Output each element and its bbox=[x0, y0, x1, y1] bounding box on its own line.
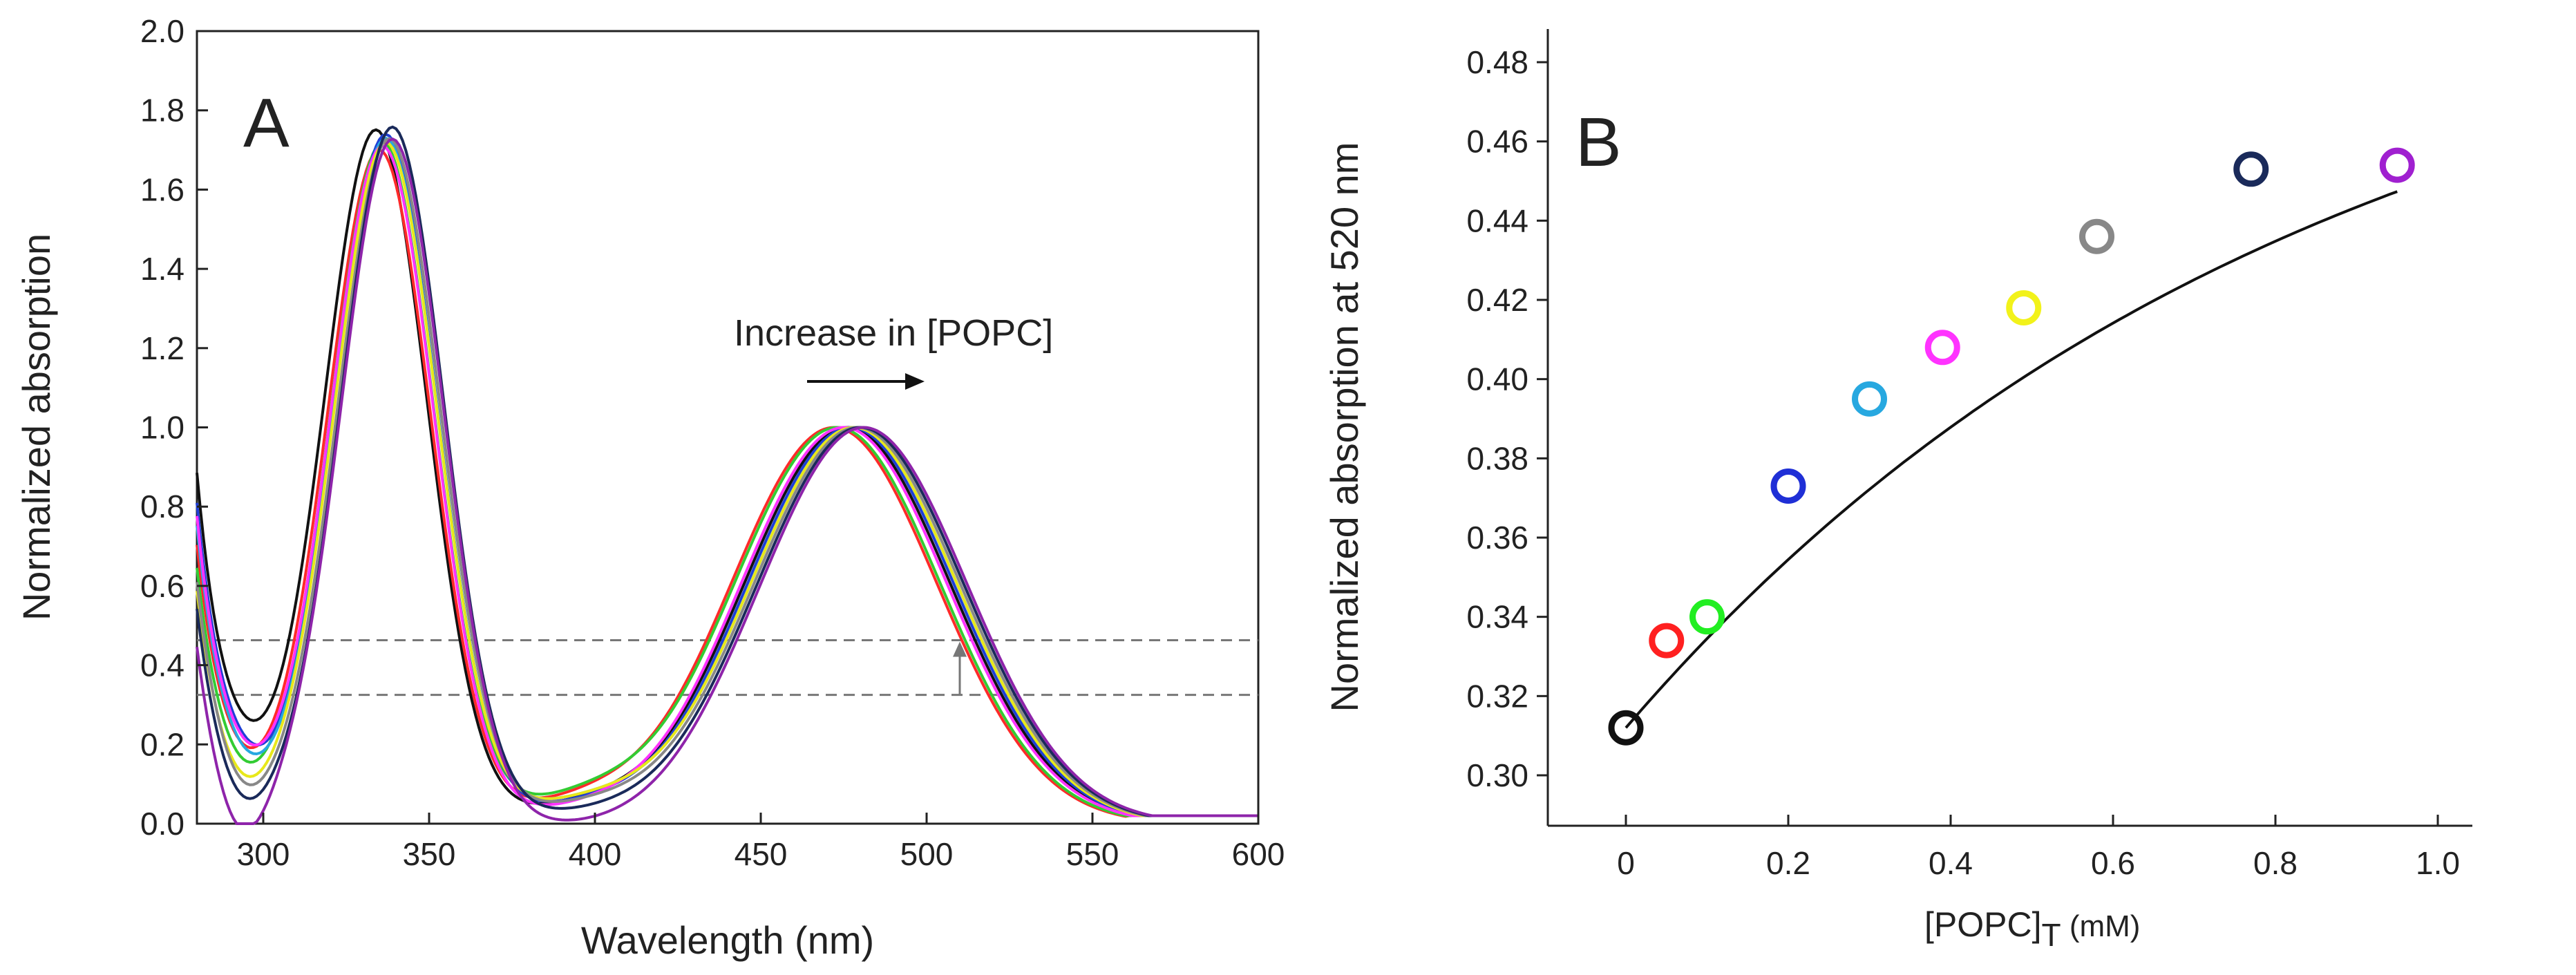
panel-a-spectrum-line bbox=[196, 144, 1258, 817]
panel-b-y-tick-label: 0.38 bbox=[1466, 440, 1528, 476]
panel-a-reference-lines bbox=[197, 638, 1258, 697]
panel-a-x-axis-label: Wavelength (nm) bbox=[581, 918, 874, 962]
panel-a-y-tick-label: 1.4 bbox=[140, 251, 184, 287]
panel-a-y-axis-label: Normalized absorption bbox=[15, 234, 58, 621]
panel-a-x-tick-label: 350 bbox=[403, 836, 456, 872]
panel-b-data-point bbox=[1649, 623, 1685, 659]
panel-b-y-tick-label: 0.48 bbox=[1466, 44, 1528, 80]
panel-b-x-label-subscript: T bbox=[2041, 917, 2061, 953]
panel-a-letter: A bbox=[243, 84, 290, 162]
panel-a-y-tick-label: 1.2 bbox=[140, 330, 184, 366]
panel-b-y-axis-label: Normalized absorption at 520 nm bbox=[1323, 142, 1366, 712]
panel-a-y-tick-label: 0.6 bbox=[140, 568, 184, 604]
panel-b-data-points bbox=[1608, 147, 2415, 746]
panel-a-annotation: Increase in [POPC] bbox=[734, 312, 1053, 354]
panel-a-y-tick-label: 0.4 bbox=[140, 647, 184, 683]
panel-a-annotation-arrow bbox=[807, 373, 925, 390]
panel-a-x-tick-label: 600 bbox=[1232, 836, 1285, 872]
panel-a-spectra bbox=[196, 125, 1258, 825]
panel-b-data-point bbox=[1770, 468, 1806, 504]
panel-a-spectrum-line bbox=[196, 138, 1258, 825]
panel-b-data-point bbox=[1852, 381, 1887, 417]
panel-b-x-label-main: [POPC] bbox=[1924, 905, 2041, 944]
panel-a-x-tick-label: 550 bbox=[1066, 836, 1119, 872]
panel-b-data-point bbox=[2233, 151, 2269, 187]
panel-b-x-tick-label: 0.8 bbox=[2253, 845, 2298, 881]
panel-b-x-tick-label: 0.2 bbox=[1766, 845, 1810, 881]
panel-a-x-tick-label: 450 bbox=[735, 836, 788, 872]
panel-a-chart: A 300 350 400 450 500 550 600 0.0 0.2 0.4 0.6 0.8 1… bbox=[15, 13, 1285, 962]
panel-a-y-ticks: 0.0 0.2 0.4 0.6 0.8 1.0 1.2 1.4 1.6 1.8 2.0 bbox=[140, 13, 208, 842]
panel-a-y-tick-label: 1.8 bbox=[140, 93, 184, 129]
panel-a-x-tick-label: 400 bbox=[569, 836, 622, 872]
panel-b-x-tick-label: 1.0 bbox=[2416, 845, 2460, 881]
panel-b-y-tick-label: 0.44 bbox=[1466, 202, 1528, 238]
panel-b-x-tick-label: 0 bbox=[1617, 845, 1635, 881]
panel-b-y-tick-label: 0.42 bbox=[1466, 282, 1528, 318]
panel-a-x-tick-label: 300 bbox=[237, 836, 290, 872]
panel-a-y-tick-label: 0.2 bbox=[140, 726, 184, 762]
panel-a-spectrum-line bbox=[196, 140, 1258, 817]
panel-b-y-tick-label: 0.36 bbox=[1466, 520, 1528, 556]
panel-a-y-tick-label: 1.0 bbox=[140, 410, 184, 446]
panel-b-data-point bbox=[1924, 330, 1960, 366]
panel-b-fit-curve bbox=[1625, 190, 2398, 729]
panel-b-y-tick-label: 0.40 bbox=[1466, 361, 1528, 397]
panel-b-x-label-units: (mM) bbox=[2061, 909, 2141, 943]
panel-b-axes bbox=[1546, 29, 2472, 827]
panel-a-reference-arrow-head bbox=[953, 641, 967, 657]
panel-b-letter: B bbox=[1575, 104, 1622, 181]
panel-b-y-tick-label: 0.32 bbox=[1466, 678, 1528, 714]
panel-b-y-tick-label: 0.46 bbox=[1466, 124, 1528, 160]
panel-b-x-ticks: 0 0.2 0.4 0.6 0.8 1.0 bbox=[1617, 815, 2460, 881]
panel-a-spectrum-line bbox=[196, 125, 1258, 817]
panel-b-x-tick-label: 0.4 bbox=[1929, 845, 1973, 881]
panel-b-data-point bbox=[2006, 290, 2042, 325]
panel-b-data-point bbox=[1608, 710, 1644, 746]
panel-b-y-ticks: 0.30 0.32 0.34 0.36 0.38 0.40 0.42 0.44 0.46 0.48 bbox=[1466, 44, 1548, 793]
panel-a-plot-frame bbox=[196, 30, 1260, 825]
panel-b-y-tick-label: 0.34 bbox=[1466, 599, 1528, 635]
panel-a-x-ticks: 300 350 400 450 500 550 600 bbox=[237, 813, 1285, 872]
panel-b-x-axis-label: [POPC]T (mM) bbox=[1924, 905, 2140, 953]
panel-a-y-tick-label: 2.0 bbox=[140, 13, 184, 49]
panel-b-x-tick-label: 0.6 bbox=[2091, 845, 2135, 881]
panel-a-spectrum-line bbox=[196, 128, 1258, 817]
panel-a-x-tick-label: 500 bbox=[900, 836, 954, 872]
panel-a-y-tick-label: 1.6 bbox=[140, 171, 184, 207]
panel-b-chart: B 0 0.2 0.4 0.6 0.8 1.0 0.300.320.340.360.380… bbox=[1323, 29, 2472, 953]
panel-b-data-point bbox=[2379, 147, 2415, 183]
panel-a-y-tick-label: 0.0 bbox=[140, 806, 184, 842]
panel-b-y-tick-label: 0.30 bbox=[1466, 757, 1528, 793]
panel-b-data-point bbox=[2079, 218, 2114, 254]
panel-b-data-point bbox=[1689, 599, 1725, 635]
panel-a-y-tick-label: 0.8 bbox=[140, 489, 184, 524]
